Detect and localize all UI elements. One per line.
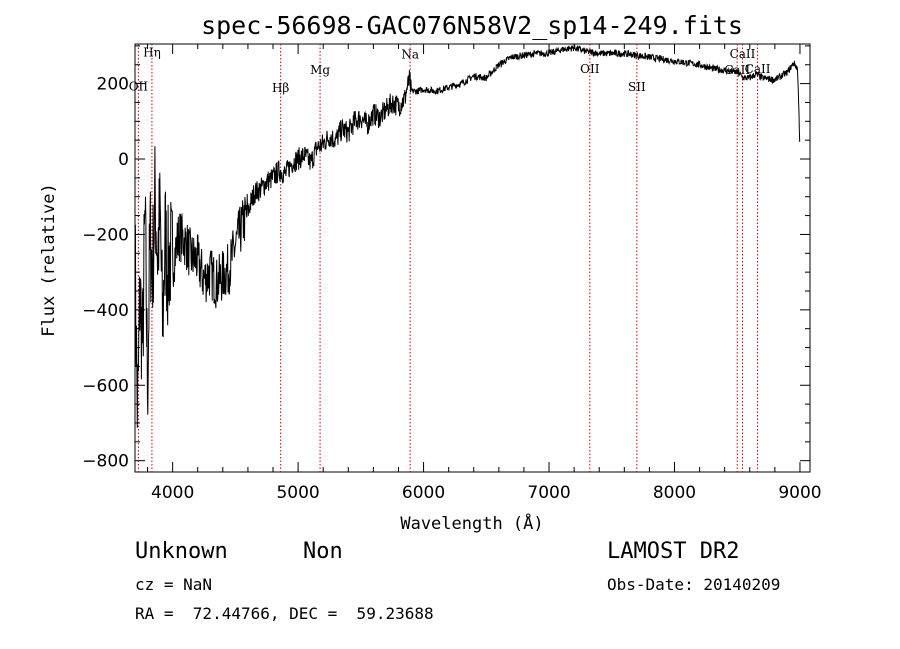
y-tick-label: 200 xyxy=(97,75,129,95)
object-subclass: Non xyxy=(303,539,343,564)
survey-name: LAMOST DR2 xyxy=(607,539,740,564)
redshift-cz: cz = NaN xyxy=(135,575,213,594)
x-tick-label: 6000 xyxy=(402,483,445,503)
y-tick-label: 0 xyxy=(118,150,129,170)
y-tick-label: −600 xyxy=(82,376,129,396)
y-tick-label: −800 xyxy=(82,452,129,472)
spectral-line-label: SII xyxy=(628,80,646,94)
x-tick-label: 7000 xyxy=(527,483,570,503)
x-tick-label: 4000 xyxy=(151,483,194,503)
spectral-line-label: Mg xyxy=(310,63,330,77)
spectral-line-label: Hη xyxy=(143,45,161,59)
plot-frame xyxy=(134,43,811,473)
x-axis: 4000 5000 6000 7000 8000 9000 xyxy=(147,44,822,503)
spectral-line-label: Hβ xyxy=(272,81,289,95)
y-axis: −800 −600 −400 −200 0 200 xyxy=(82,45,810,472)
object-class: Unknown xyxy=(135,539,228,564)
spectrum-line xyxy=(134,44,801,428)
y-tick-label: −200 xyxy=(82,225,129,245)
y-tick-label: −400 xyxy=(82,301,129,321)
spectral-line-label: OII xyxy=(580,62,600,76)
spectral-line-label: OII xyxy=(129,79,149,93)
spectral-line-label: CaII xyxy=(745,62,771,76)
x-tick-label: 5000 xyxy=(276,483,319,503)
spectral-line-label: Na xyxy=(401,47,419,61)
x-tick-label: 8000 xyxy=(653,483,696,503)
observation-date: Obs-Date: 20140209 xyxy=(607,575,781,594)
chart-title: spec-56698-GAC076N58V2_sp14-249.fits xyxy=(201,11,743,40)
x-axis-label: Wavelength (Å) xyxy=(400,512,543,534)
coordinates: RA = 72.44766, DEC = 59.23688 xyxy=(135,604,434,623)
y-axis-label: Flux (relative) xyxy=(39,183,59,337)
x-tick-label: 9000 xyxy=(778,483,821,503)
plot-border xyxy=(134,43,811,473)
spectral-line-label: CaII xyxy=(730,47,756,61)
